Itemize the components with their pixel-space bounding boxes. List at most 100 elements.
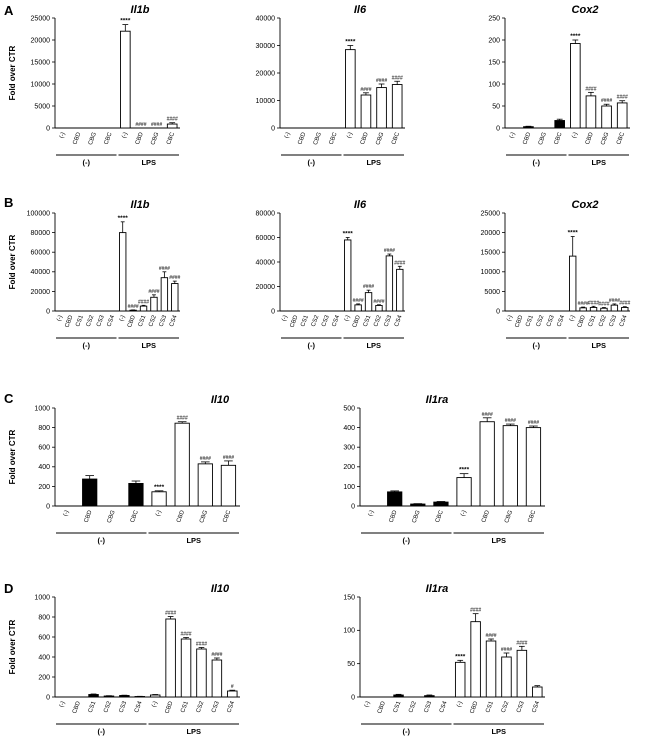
panel-letter-d: D — [4, 581, 13, 596]
category-label: (-) — [509, 132, 517, 140]
chart-4: Il1b 0 20000 40000 60000 80000 100000 Fold over… — [8, 199, 181, 350]
bar — [120, 30, 131, 129]
category-label: CS3 — [96, 314, 106, 328]
category-label: CBG — [412, 509, 422, 524]
category-label: (-) — [63, 510, 71, 518]
category-label: CS3 — [321, 314, 331, 328]
chart-7: Il10 0 200 400 600 800 1000 Fold over CTR (-) CBD… — [8, 394, 240, 545]
category-label: CBD — [577, 314, 587, 329]
category-label: CS1 — [525, 314, 535, 328]
significance-label: #### — [167, 117, 178, 123]
significance-label: #### — [138, 299, 149, 305]
category-label: CBC — [391, 131, 401, 146]
y-tick-label: 10000 — [31, 81, 51, 88]
bar — [569, 255, 577, 312]
chart-title: Il1ra — [426, 583, 449, 595]
significance-label: #### — [360, 87, 371, 93]
bar — [393, 694, 404, 698]
y-tick-label: 1000 — [34, 594, 50, 601]
y-tick-label: 0 — [46, 308, 50, 315]
significance-label: #### — [159, 266, 170, 272]
chart-title: Il1b — [131, 199, 150, 211]
category-label: CS3 — [516, 700, 526, 714]
significance-label: **** — [455, 653, 466, 660]
bar — [391, 84, 403, 129]
significance-label: #### — [585, 86, 596, 92]
bar — [479, 421, 495, 507]
significance-label: #### — [376, 78, 387, 84]
chart-title: Il10 — [211, 583, 230, 595]
y-tick-label: 20000 — [31, 289, 51, 296]
category-label: CS3 — [211, 700, 221, 714]
y-tick-label: 20000 — [31, 37, 51, 44]
category-label: (-) — [284, 132, 292, 140]
category-label: CBD — [481, 509, 491, 524]
category-label: CBC — [130, 509, 140, 524]
category-label: CS4 — [532, 700, 542, 714]
y-tick-label: 150 — [343, 594, 355, 601]
bar — [227, 690, 238, 698]
y-tick-label: 80000 — [31, 230, 51, 237]
chart-1: Il1b 0 5000 10000 15000 20000 25000 Fold over C… — [8, 4, 180, 167]
y-tick-label: 400 — [343, 425, 355, 432]
category-label: CS2 — [148, 314, 158, 328]
significance-label: #### — [617, 95, 628, 101]
category-label: CBD — [522, 131, 532, 146]
bar — [150, 296, 158, 312]
significance-label: #### — [598, 301, 609, 307]
category-label: CS3 — [119, 700, 129, 714]
y-tick-label: 800 — [38, 614, 50, 621]
category-label: CBG — [88, 131, 98, 146]
category-label: CBD — [585, 131, 595, 146]
category-label: (-) — [506, 315, 514, 323]
chart-title: Cox2 — [572, 4, 599, 16]
y-tick-label: 40000 — [256, 15, 276, 22]
y-tick-label: 0 — [271, 125, 275, 132]
bar — [600, 307, 608, 312]
category-label: CS3 — [424, 700, 434, 714]
bar — [570, 43, 581, 129]
y-tick-label: 0 — [351, 503, 355, 510]
category-label: (-) — [59, 132, 67, 140]
group-label: LPS — [141, 158, 156, 167]
category-label: CBG — [600, 131, 610, 146]
significance-label: #### — [392, 75, 403, 81]
significance-label: #### — [135, 122, 146, 128]
category-label: CBC — [329, 131, 339, 146]
category-label: CS2 — [86, 314, 96, 328]
y-tick-label: 600 — [38, 445, 50, 452]
bar — [82, 478, 98, 507]
category-label: CBD — [290, 314, 300, 329]
category-label: CS2 — [536, 314, 546, 328]
category-label: CS4 — [134, 700, 144, 714]
significance-label: #### — [470, 608, 481, 614]
category-label: (-) — [460, 510, 468, 518]
significance-label: #### — [619, 301, 630, 307]
group-label: (-) — [308, 158, 316, 167]
chart-title: Il1b — [131, 4, 150, 16]
bar — [129, 309, 137, 312]
y-tick-label: 10000 — [256, 98, 276, 105]
category-label: CS3 — [546, 314, 556, 328]
chart-10: Il1ra 0 50 100 150 (-) CBD CS1 CS2 CS3 CS4 **** (-) #… — [343, 583, 545, 736]
y-tick-label: 0 — [271, 308, 275, 315]
y-tick-label: 200 — [488, 37, 500, 44]
y-tick-label: 40000 — [256, 259, 276, 266]
y-tick-label: 5000 — [484, 289, 500, 296]
category-label: CS1 — [393, 700, 403, 714]
category-label: (-) — [364, 701, 372, 709]
y-axis-label: Fold over CTR — [8, 234, 17, 289]
bar — [470, 621, 481, 698]
category-label: CS4 — [227, 700, 237, 714]
y-tick-label: 300 — [343, 445, 355, 452]
bar — [119, 695, 130, 698]
bar — [364, 292, 373, 312]
y-tick-label: 100000 — [27, 210, 50, 217]
category-label: CS2 — [311, 314, 321, 328]
chart-title: Il1ra — [426, 394, 449, 406]
y-tick-label: 15000 — [31, 59, 51, 66]
chart-9: Il10 0 200 400 600 800 1000 Fold over CTR (-) CBD… — [8, 583, 240, 736]
bar — [354, 304, 362, 312]
